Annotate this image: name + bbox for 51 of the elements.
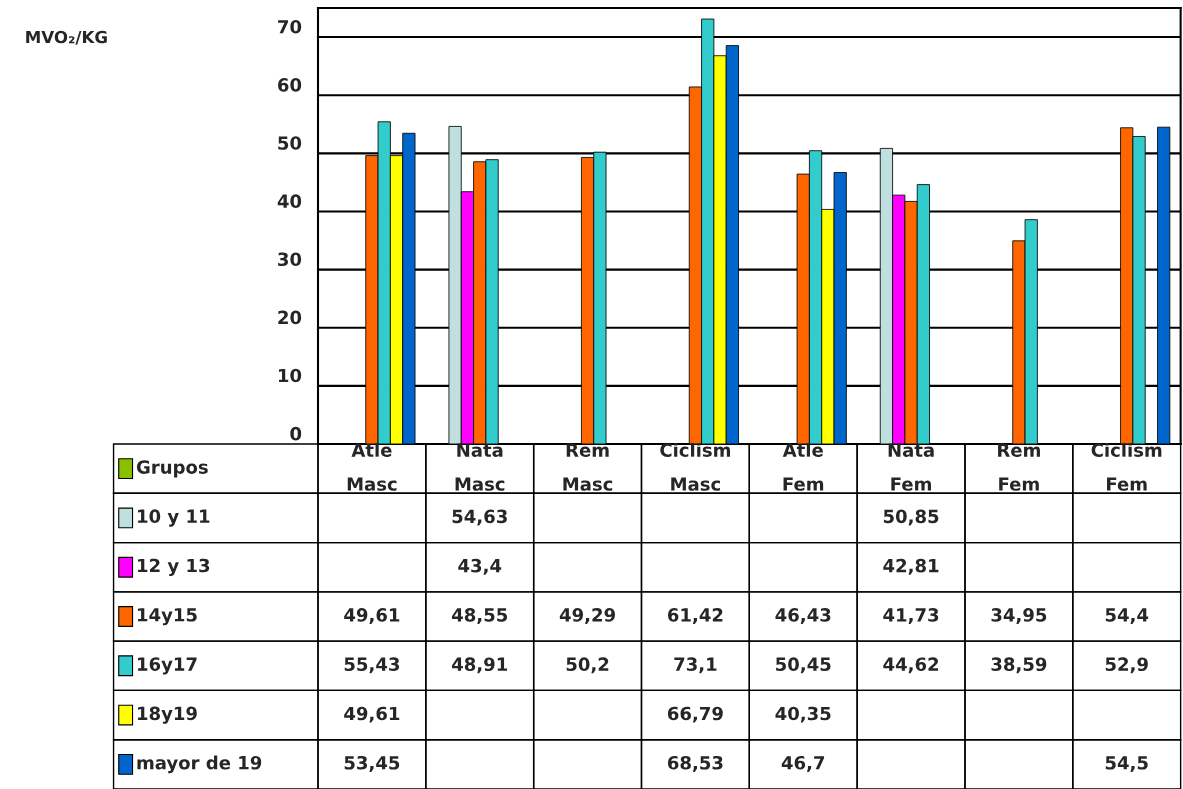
y-tick-label: 40 <box>277 194 302 208</box>
y-tick-label: 0 <box>290 426 302 441</box>
data-label: 49,61 <box>344 706 400 723</box>
data-label: 49,29 <box>559 608 615 625</box>
legend-label: 14y15 <box>138 608 197 626</box>
data-label: 73,1 <box>674 657 717 674</box>
y-tick-label: 50 <box>278 136 302 150</box>
x-tick-label: Atle Fem <box>782 442 824 491</box>
y-tick-label: 60 <box>278 78 302 92</box>
x-tick-label: Rem Fem <box>998 443 1040 491</box>
y-tick-label: 10 <box>278 368 302 383</box>
data-label: 46,43 <box>775 608 831 625</box>
x-tick-label: Nata Fem <box>888 443 934 491</box>
data-label: 38,59 <box>991 657 1047 674</box>
data-label: 48,91 <box>452 657 508 674</box>
x-tick-label: Nata Masc <box>455 443 505 491</box>
data-label: 53,45 <box>344 755 400 772</box>
data-label: 48,55 <box>452 608 508 625</box>
data-label: 54,5 <box>1105 756 1148 772</box>
x-tick-label: Ciclism Masc <box>660 442 731 491</box>
data-label: 46,7 <box>781 755 825 772</box>
data-label: 50,85 <box>883 509 939 526</box>
data-label: 40,35 <box>775 706 831 723</box>
data-label: 42,81 <box>883 558 939 575</box>
data-label: 55,43 <box>344 657 400 674</box>
data-label: 44,62 <box>883 657 939 674</box>
legend-label: 10 y 11 <box>138 509 210 527</box>
legend-label: Grupos <box>136 460 208 478</box>
data-label: 49,61 <box>344 608 400 625</box>
y-tick-label: 70 <box>278 19 302 34</box>
data-label: 50,45 <box>776 657 831 674</box>
y-tick-label: 20 <box>278 310 302 325</box>
x-tick-label: Rem Masc <box>563 443 613 491</box>
text: MVO₂/KG <box>26 30 107 45</box>
data-label: 66,79 <box>667 706 723 723</box>
legend-label: mayor de 19 <box>137 755 262 774</box>
data-label: 50,2 <box>566 657 609 674</box>
data-label: 34,95 <box>991 608 1047 625</box>
x-tick-label: Atle Masc <box>347 442 397 491</box>
x-tick-label: Ciclism Fem <box>1091 442 1162 491</box>
data-label: 54,63 <box>452 509 507 526</box>
data-label: 43,4 <box>458 558 502 575</box>
legend-label: 16y17 <box>138 657 197 675</box>
data-label: 54,4 <box>1105 608 1149 625</box>
data-label: 61,42 <box>667 608 723 625</box>
data-label: 41,73 <box>883 608 939 625</box>
y-tick-label: 30 <box>278 252 302 267</box>
legend-label: 12 y 13 <box>138 558 210 576</box>
data-label: 68,53 <box>667 755 723 772</box>
legend-label: 18y19 <box>138 706 197 724</box>
data-label: 52,9 <box>1105 657 1148 674</box>
